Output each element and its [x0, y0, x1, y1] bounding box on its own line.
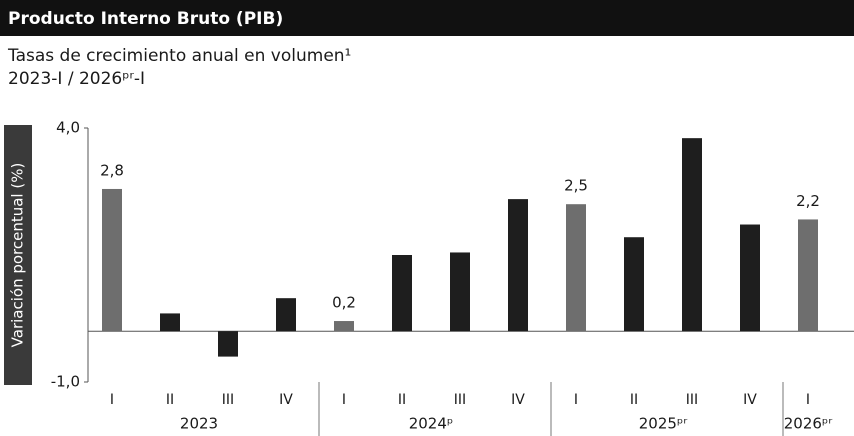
bar: [798, 219, 818, 332]
value-label: 2,2: [796, 192, 820, 210]
x-tick-label: III: [222, 392, 234, 408]
value-label: 0,2: [332, 294, 356, 312]
header-bar: [0, 0, 854, 36]
x-tick-label: I: [110, 392, 114, 408]
x-tick-label: III: [686, 392, 698, 408]
x-tick-label: I: [806, 392, 810, 408]
y-label-box: [4, 125, 32, 385]
bar: [682, 138, 702, 332]
bar: [334, 321, 354, 332]
bar: [218, 331, 238, 357]
bar: [508, 199, 528, 332]
x-group-label: 2024ᵖ: [409, 415, 454, 433]
bar: [392, 255, 412, 332]
x-tick-label: I: [574, 392, 578, 408]
x-tick-label: II: [398, 392, 406, 408]
x-group-label: 2023: [180, 415, 218, 433]
bar: [450, 252, 470, 332]
y-tick-label: -1,0: [51, 373, 80, 391]
bar: [566, 204, 586, 332]
bar: [102, 188, 122, 332]
x-group-label: 2026ᵖʳ: [784, 415, 833, 433]
x-tick-label: I: [342, 392, 346, 408]
x-tick-label: II: [630, 392, 638, 408]
bar: [624, 237, 644, 332]
chart-subtitle: Tasas de crecimiento anual en volumen¹: [7, 46, 351, 66]
value-label: 2,8: [100, 161, 124, 179]
bar: [276, 298, 296, 332]
x-tick-label: II: [166, 392, 174, 408]
value-label: 2,5: [564, 177, 588, 195]
x-tick-label: IV: [743, 392, 757, 408]
x-group-label: 2025ᵖʳ: [639, 415, 688, 433]
x-tick-label: III: [454, 392, 466, 408]
x-tick-label: IV: [279, 392, 293, 408]
x-tick-label: IV: [511, 392, 525, 408]
bar: [740, 224, 760, 332]
bar: [160, 313, 180, 332]
y-axis-label: Variación porcentual (%): [9, 163, 27, 348]
chart-period: 2023-I / 2026ᵖʳ-I: [8, 69, 145, 89]
chart-title: Producto Interno Bruto (PIB): [8, 9, 283, 29]
y-tick-label: 4,0: [56, 119, 80, 137]
